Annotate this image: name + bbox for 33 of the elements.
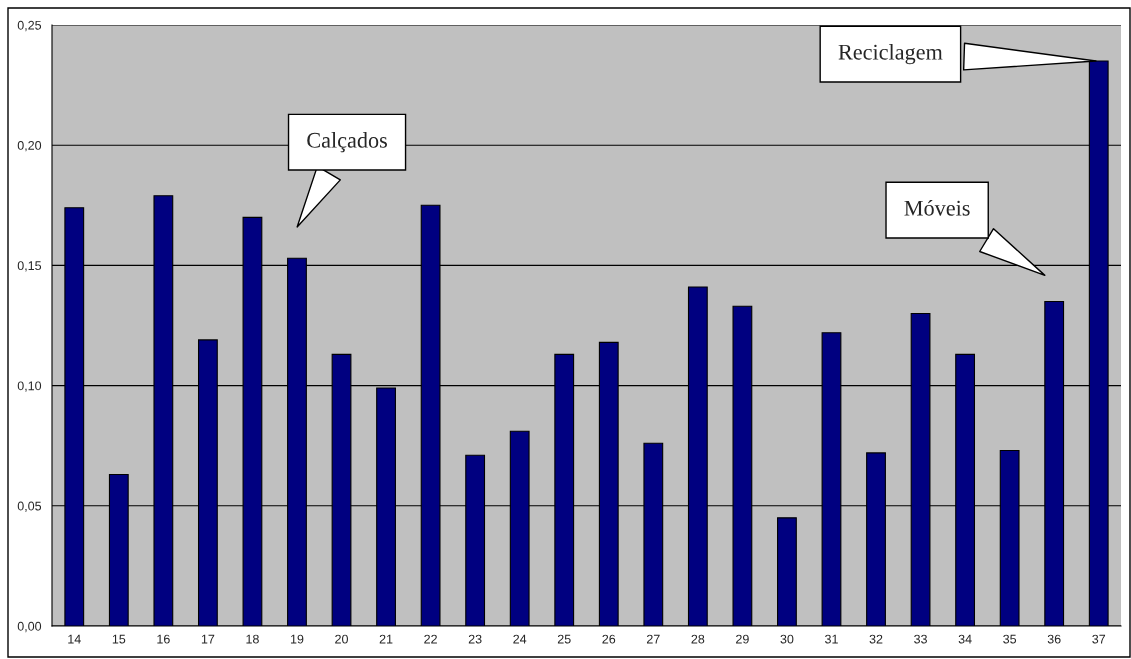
x-tick-label: 36 (1047, 634, 1061, 644)
x-tick-label: 29 (736, 634, 749, 644)
x-tick-label: 32 (869, 634, 883, 644)
x-tick-label: 18 (246, 634, 259, 644)
x-tick-label: 28 (691, 634, 705, 644)
x-tick-label: 16 (157, 634, 170, 644)
x-tick-label: 20 (335, 634, 348, 644)
x-tick-label: 25 (557, 634, 571, 644)
y-tick-label: 0,20 (17, 141, 42, 152)
y-tick-label: 0,05 (17, 501, 42, 512)
x-tick-label: 30 (780, 634, 794, 644)
x-tick-label: 27 (646, 634, 660, 644)
x-tick-label: 21 (379, 634, 393, 644)
x-tick-label: 33 (914, 634, 927, 644)
annotation: Calçados (307, 132, 387, 153)
y-tick-label: 0,10 (17, 381, 42, 392)
y-tick-label: 0,25 (17, 20, 42, 32)
x-tick-label: 14 (68, 634, 81, 644)
y-tick-label: 0,00 (17, 621, 42, 633)
x-tick-label: 31 (825, 634, 838, 644)
annotation: Móveis (904, 200, 970, 216)
annotation: Reciclagem (838, 44, 943, 65)
x-tick-label: 19 (290, 634, 304, 644)
x-tick-label: 15 (112, 634, 126, 644)
x-tick-label: 26 (602, 634, 616, 644)
x-tick-label: 37 (1092, 634, 1106, 644)
x-tick-label: 34 (958, 634, 972, 644)
x-tick-label: 22 (424, 634, 437, 644)
x-tick-label: 17 (201, 634, 215, 644)
x-tick-label: 24 (513, 634, 527, 644)
y-tick-label: 0,15 (17, 261, 42, 272)
x-tick-label: 23 (468, 634, 482, 644)
x-tick-label: 35 (1003, 634, 1017, 644)
